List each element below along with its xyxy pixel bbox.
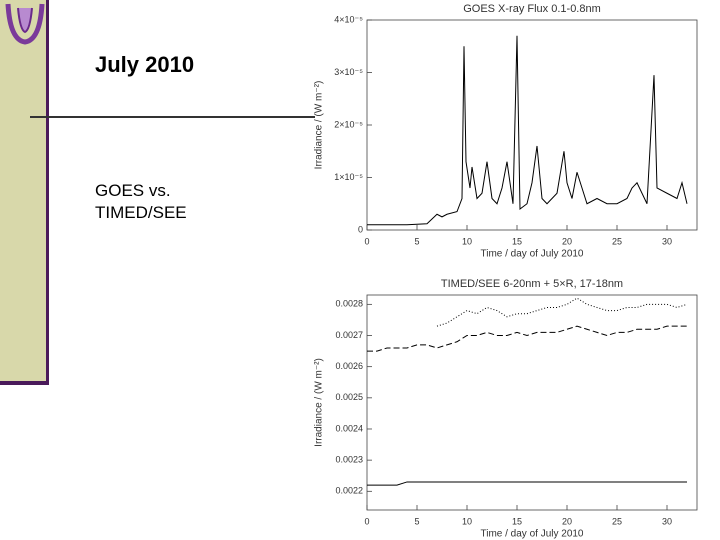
y-tick-label: 0.0026 — [335, 361, 363, 371]
y-tick-label: 0.0024 — [335, 423, 363, 433]
y-tick-label: 3×10⁻⁵ — [334, 67, 363, 77]
y-tick-label: 1×10⁻⁵ — [334, 172, 363, 182]
data-line — [367, 35, 688, 226]
body-line: GOES vs. — [95, 181, 171, 200]
chart-title: GOES X-ray Flux 0.1-0.8nm — [463, 3, 601, 15]
x-tick-label: 30 — [662, 516, 672, 526]
x-tick-label: 0 — [364, 516, 369, 526]
x-tick-label: 10 — [462, 236, 472, 246]
data-line — [367, 481, 687, 486]
body-line: TIMED/SEE — [95, 203, 187, 222]
y-tick-label: 0.0023 — [335, 455, 363, 465]
y-tick-label: 2×10⁻⁵ — [334, 119, 363, 129]
y-tick-label: 0 — [358, 224, 363, 234]
x-tick-label: 15 — [512, 516, 522, 526]
slide-title: July 2010 — [95, 52, 195, 77]
x-tick-label: 0 — [364, 236, 369, 246]
y-tick-label: 0.0028 — [335, 299, 363, 309]
x-tick-label: 30 — [662, 236, 672, 246]
logo — [5, 3, 45, 45]
x-tick-label: 20 — [562, 516, 572, 526]
sidebar — [0, 0, 49, 383]
y-tick-label: 0.0025 — [335, 392, 363, 402]
y-tick-label: 0.0027 — [335, 330, 363, 340]
x-tick-label: 5 — [414, 236, 419, 246]
x-axis-label: Time / day of July 2010 — [480, 529, 583, 540]
title-rule — [30, 116, 315, 118]
slide-body: GOES vs. TIMED/SEE — [95, 180, 187, 224]
y-axis-label: Irradiance / (W m⁻²) — [314, 81, 325, 170]
x-axis-label: Time / day of July 2010 — [480, 249, 583, 260]
data-line — [367, 325, 687, 352]
x-tick-label: 20 — [562, 236, 572, 246]
chart-title: TIMED/SEE 6-20nm + 5×R, 17-18nm — [441, 278, 623, 290]
plot-frame — [366, 294, 698, 511]
x-tick-label: 25 — [612, 236, 622, 246]
x-tick-label: 15 — [512, 236, 522, 246]
y-tick-label: 0.0022 — [335, 486, 363, 496]
x-tick-label: 5 — [414, 516, 419, 526]
data-line — [436, 297, 688, 327]
x-tick-label: 25 — [612, 516, 622, 526]
y-tick-label: 4×10⁻⁵ — [334, 14, 363, 24]
sidebar-base — [0, 381, 49, 385]
y-axis-label: Irradiance / (W m⁻²) — [314, 358, 325, 447]
x-tick-label: 10 — [462, 516, 472, 526]
